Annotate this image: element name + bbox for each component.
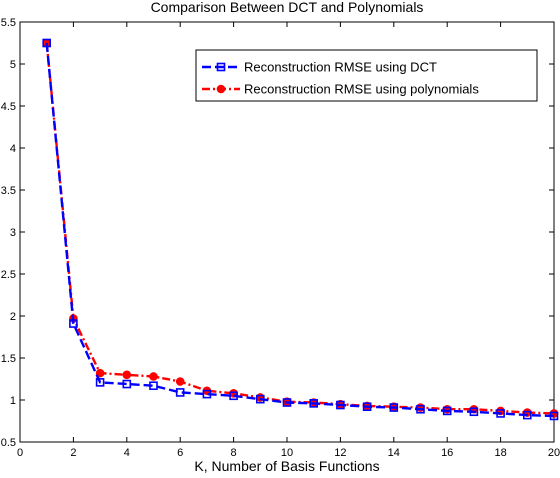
x-tick-label: 2 xyxy=(70,447,76,459)
x-tick-label: 6 xyxy=(177,447,183,459)
dct-line xyxy=(45,42,555,418)
y-tick-label: 4.5 xyxy=(1,101,16,113)
dct-marker xyxy=(202,389,212,399)
dct-marker xyxy=(69,319,78,328)
x-tick-label: 0 xyxy=(17,447,23,459)
dct-marker xyxy=(309,399,319,408)
poly-marker xyxy=(95,368,105,378)
y-tick-label: 1.5 xyxy=(1,353,16,365)
x-tick-label: 16 xyxy=(441,447,453,459)
poly-marker xyxy=(122,370,132,380)
dct-marker xyxy=(122,379,132,389)
poly-marker-legend xyxy=(216,84,226,94)
y-tick-label: 4 xyxy=(10,143,16,155)
y-tick-label: 3.5 xyxy=(1,185,16,197)
legend-label: Reconstruction RMSE using DCT xyxy=(244,60,437,75)
x-tick-label: 4 xyxy=(124,447,130,459)
dct-marker xyxy=(416,404,425,414)
dct-marker xyxy=(469,407,479,417)
poly-marker xyxy=(149,372,158,381)
legend-entry-polynomials: Reconstruction RMSE using polynomials xyxy=(202,82,479,97)
axis-ticks: 0 2 4 6 8 10 12 14 16 18 20 0.5 1 1.5 2 2.5 3 3.5 4 4.5 5 5.5 xyxy=(1,17,560,459)
dct-marker xyxy=(496,409,505,418)
chart-title: Comparison Between DCT and Polynomials xyxy=(151,0,424,15)
y-tick-label: 1 xyxy=(10,395,16,407)
poly-marker xyxy=(175,377,185,386)
x-tick-label: 20 xyxy=(548,447,560,459)
dct-marker xyxy=(442,406,452,416)
legend-label: Reconstruction RMSE using polynomials xyxy=(244,82,479,97)
dct-marker xyxy=(522,410,532,420)
dct-marker xyxy=(282,398,292,407)
dct-marker xyxy=(42,38,52,48)
dct-marker xyxy=(95,378,105,387)
y-tick-label: 5 xyxy=(10,59,16,71)
series-layer xyxy=(42,38,559,421)
y-tick-label: 5.5 xyxy=(1,17,16,29)
x-axis-label: K, Number of Basis Functions xyxy=(194,458,379,474)
y-tick-label: 2 xyxy=(10,311,16,323)
dct-marker-legend xyxy=(216,62,226,72)
legend-box xyxy=(195,49,538,102)
dct-marker xyxy=(255,394,265,404)
dct-marker xyxy=(549,411,559,421)
dct-marker xyxy=(336,400,345,410)
y-tick-label: 2.5 xyxy=(1,269,16,281)
x-tick-label: 12 xyxy=(334,447,346,459)
x-tick-label: 18 xyxy=(494,447,506,459)
dct-marker xyxy=(362,402,372,412)
y-tick-label: 0.5 xyxy=(1,437,16,449)
dct-marker xyxy=(389,403,399,412)
x-tick-label: 10 xyxy=(281,447,293,459)
series-dct xyxy=(42,38,559,421)
x-tick-label: 14 xyxy=(388,447,400,459)
legend-entry-dct: Reconstruction RMSE using DCT xyxy=(202,60,437,75)
y-tick-label: 3 xyxy=(10,227,16,239)
dct-marker xyxy=(229,391,238,401)
legend: Reconstruction RMSE using DCT Reconstruct… xyxy=(195,49,538,102)
dct-marker xyxy=(175,388,185,397)
x-tick-label: 8 xyxy=(231,447,237,459)
dct-marker xyxy=(149,381,158,391)
